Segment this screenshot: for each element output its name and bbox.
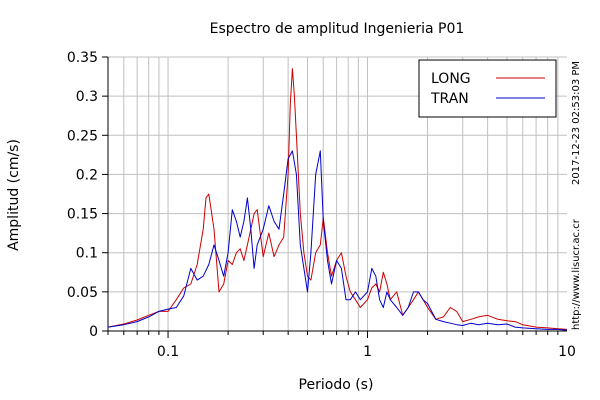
axes: 0 0.05 0.1 0.15 0.2 0.25 0.3 0.35 0.1 1 10 xyxy=(67,50,576,360)
y-tick-label: 0.05 xyxy=(67,285,98,301)
series-line-long xyxy=(107,68,568,330)
y-tick-label: 0.25 xyxy=(67,128,98,144)
x-axis-label: Periodo (s) xyxy=(299,377,374,393)
x-tick-label: 0.1 xyxy=(157,344,179,360)
chart-title: Espectro de amplitud Ingenieria P01 xyxy=(210,21,465,37)
y-tick-label: 0.35 xyxy=(67,50,98,66)
x-tick-label: 10 xyxy=(558,344,576,360)
series-line-tran xyxy=(107,150,568,331)
x-tick-label: 1 xyxy=(363,344,372,360)
y-tick-label: 0 xyxy=(89,324,98,340)
legend-label-long: LONG xyxy=(431,71,471,87)
legend: LONG TRAN xyxy=(418,59,557,118)
grid-lines xyxy=(107,56,567,332)
timestamp-label: 2017-12-23 02:53:03 PM xyxy=(571,60,582,185)
y-tick-label: 0.3 xyxy=(76,89,98,105)
series-layer xyxy=(107,68,568,331)
y-tick-label: 0.1 xyxy=(76,246,98,262)
legend-label-tran: TRAN xyxy=(430,91,469,107)
source-url-label: http://www.lisucr.ac.cr xyxy=(571,219,582,330)
y-tick-label: 0.2 xyxy=(76,167,98,183)
y-axis-label: Amplitud (cm/s) xyxy=(6,139,22,251)
y-tick-label: 0.15 xyxy=(67,207,98,223)
